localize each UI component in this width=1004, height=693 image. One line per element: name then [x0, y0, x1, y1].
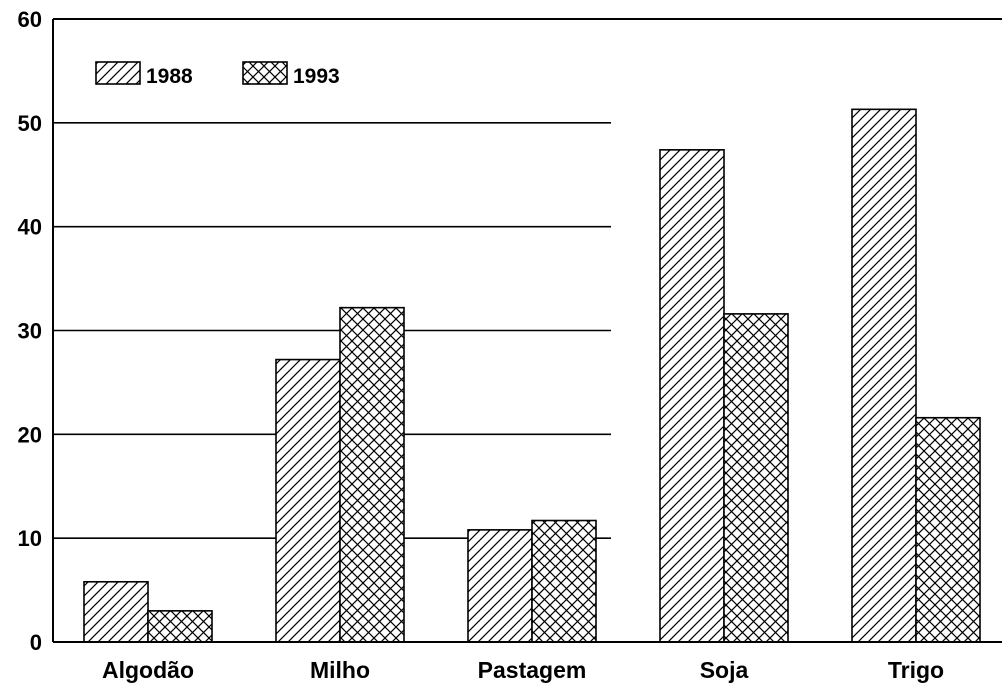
x-tick-label: Algodão	[102, 657, 194, 683]
bar-1993-algodão	[147, 610, 213, 643]
axes	[52, 18, 1002, 643]
bar-1993-soja	[723, 313, 789, 643]
x-tick-label: Milho	[310, 657, 370, 683]
y-tick-label: 40	[18, 215, 42, 240]
x-tick-label: Soja	[700, 657, 749, 683]
legend-label: 1988	[146, 65, 193, 88]
y-tick-label: 10	[18, 526, 42, 551]
bar-1993-milho	[339, 306, 405, 643]
bar-1988-milho	[275, 358, 341, 643]
y-tick-label: 20	[18, 422, 42, 447]
y-tick-label: 30	[18, 319, 42, 344]
tick-labels: 0 10 20 30 40 50 60 Algodão Milho Pastagem Soja Tri…	[18, 7, 945, 683]
x-tick-label: Pastagem	[478, 657, 587, 683]
legend-swatch-1988	[95, 61, 141, 85]
y-tick-label: 50	[18, 111, 42, 136]
legend: 1988 1993	[95, 61, 340, 88]
legend-label: 1993	[293, 65, 340, 88]
bars	[83, 108, 981, 643]
bar-1993-trigo	[915, 416, 981, 643]
bar-1988-pastagem	[467, 529, 533, 643]
legend-swatch-1993	[242, 61, 288, 85]
y-tick-label: 0	[30, 630, 42, 655]
bar-1988-trigo	[851, 108, 917, 643]
y-tick-label: 60	[18, 7, 42, 32]
bar-1988-soja	[659, 149, 725, 643]
bar-1988-algodão	[83, 580, 149, 643]
x-tick-label: Trigo	[888, 657, 944, 683]
bar-1993-pastagem	[531, 519, 597, 643]
